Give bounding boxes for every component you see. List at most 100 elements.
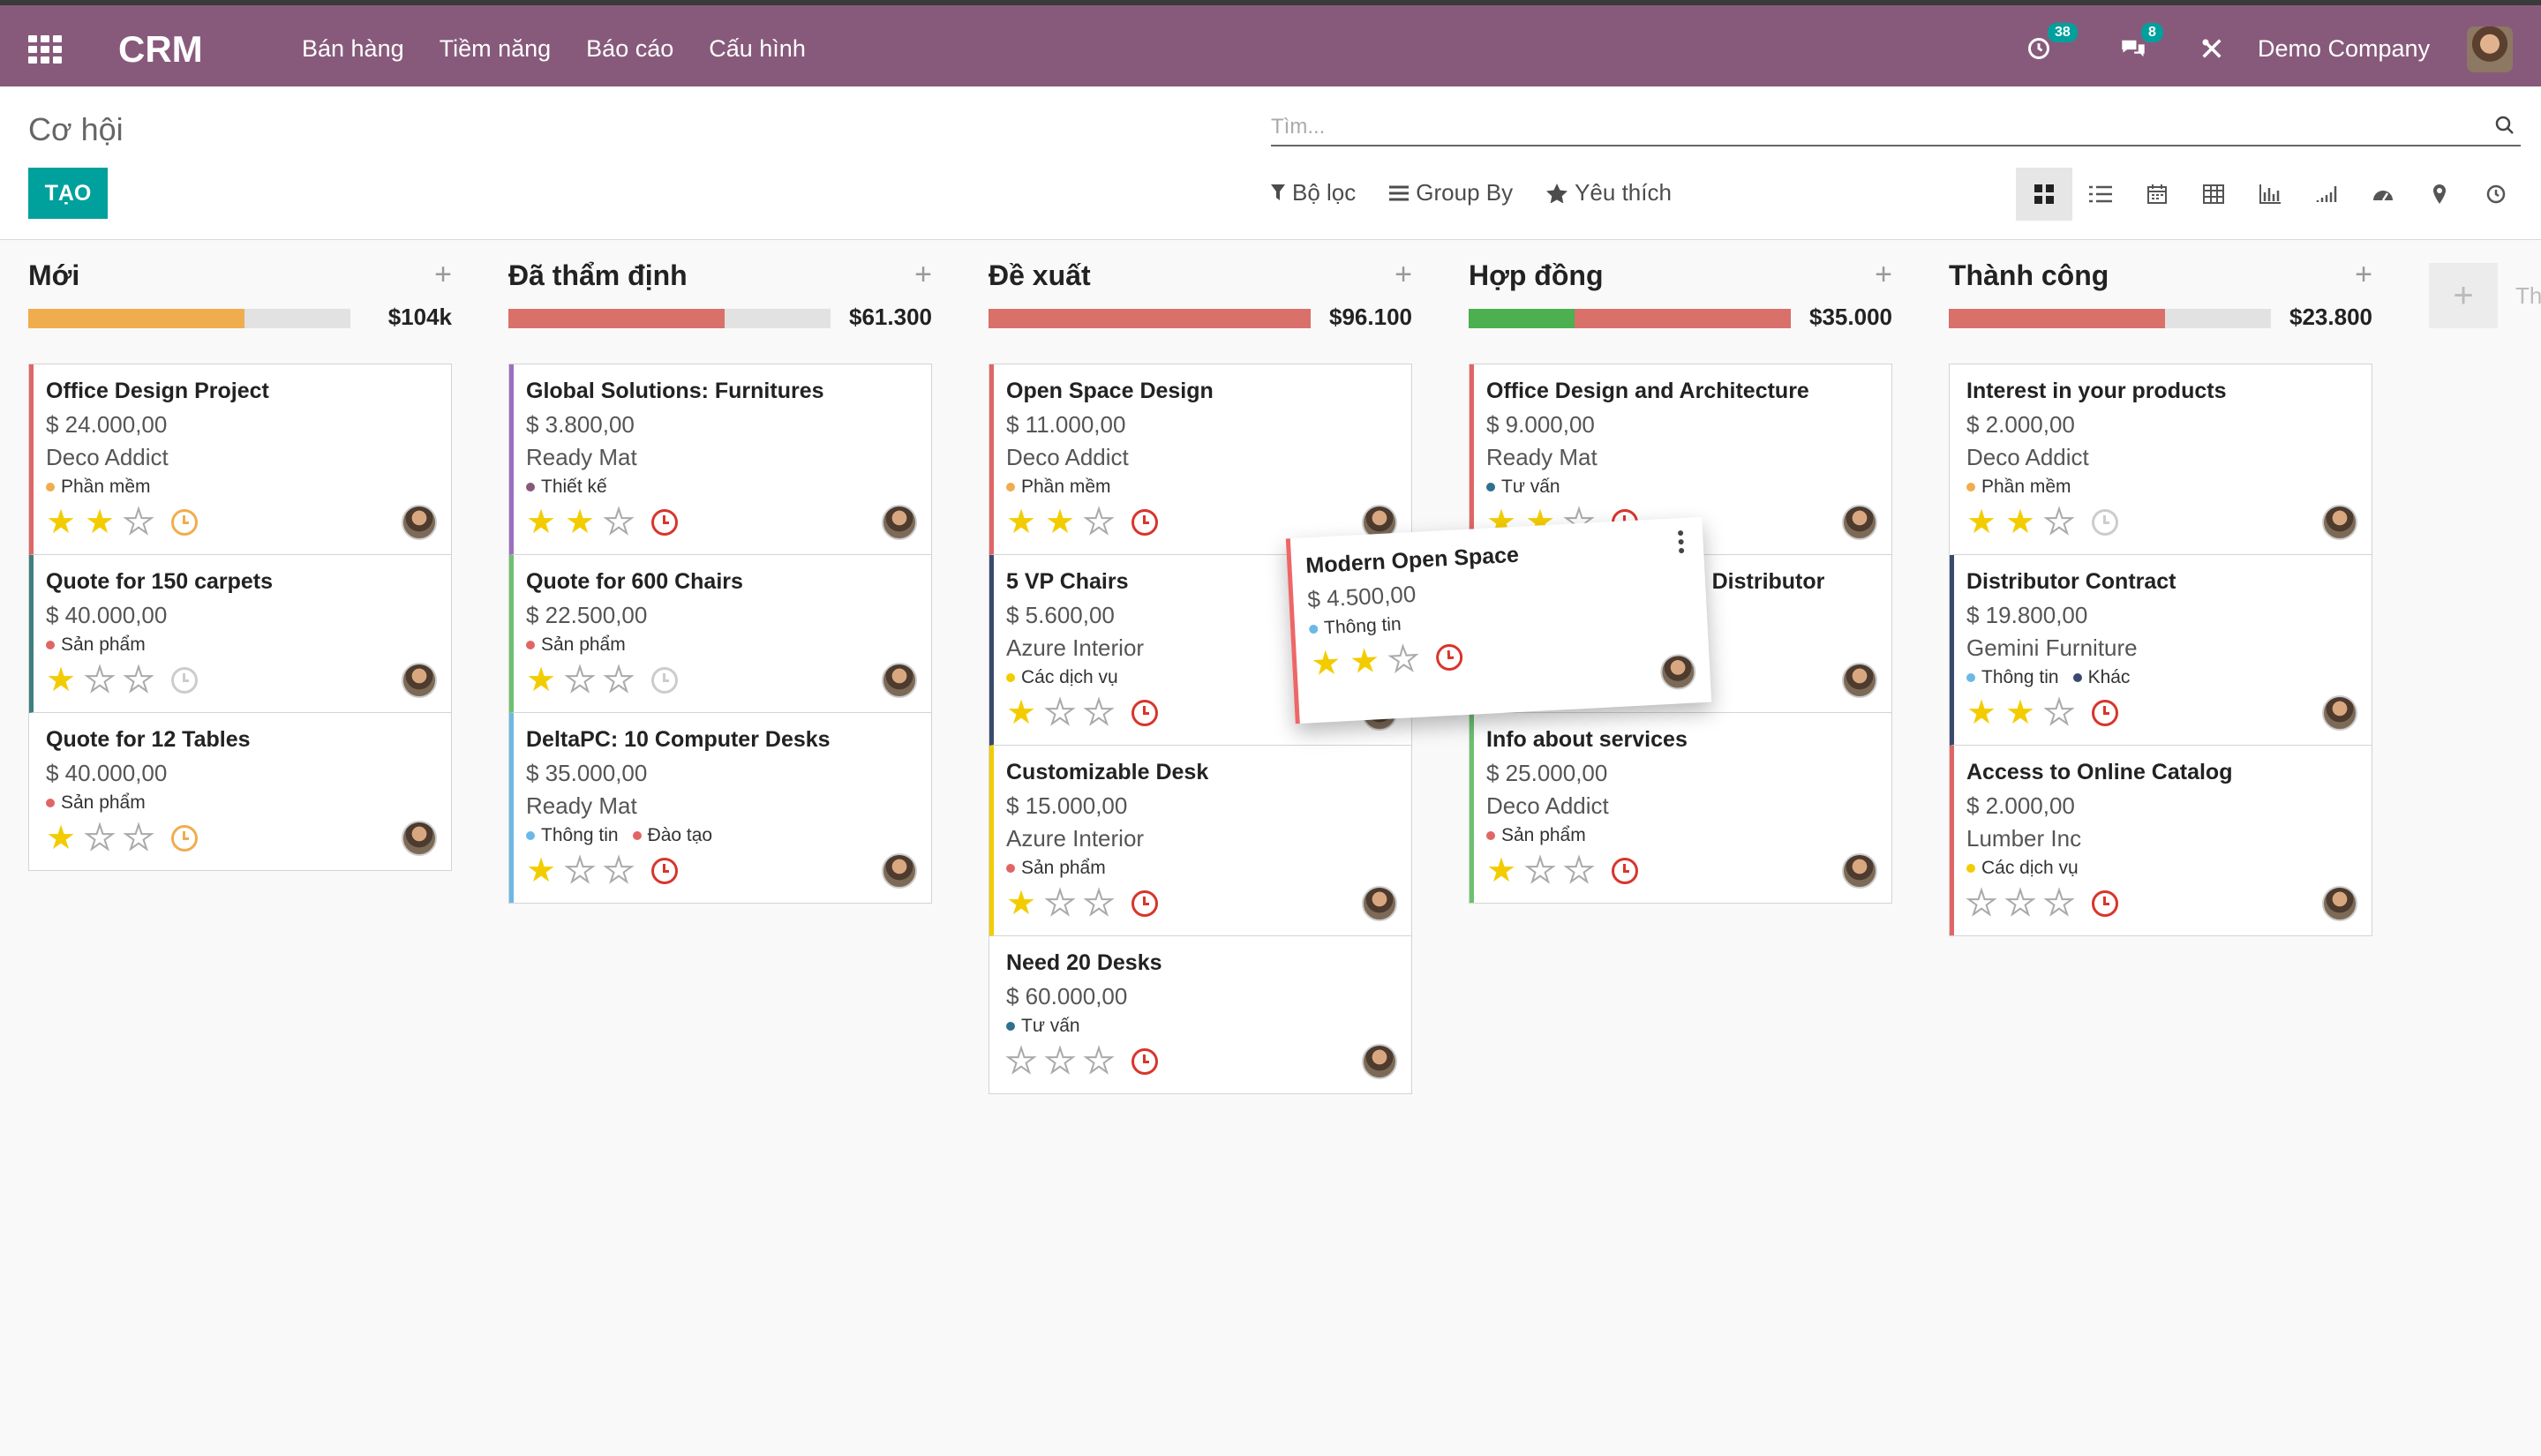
quick-create-plus-icon[interactable]: + — [1875, 258, 1892, 291]
column-progress-bar[interactable] — [28, 309, 350, 328]
opportunity-card[interactable]: Interest in your products $ 2.000,00 Deco … — [1950, 364, 2372, 555]
column-progress-bar[interactable] — [989, 309, 1311, 328]
quick-create-plus-icon[interactable]: + — [914, 258, 932, 291]
priority-star-icon[interactable]: ★ — [84, 662, 116, 699]
progress-segment[interactable] — [1949, 309, 2165, 328]
priority-star-icon[interactable]: ★ — [1006, 504, 1037, 541]
activity-clock-icon[interactable] — [651, 858, 678, 884]
priority-star-icon[interactable]: ★ — [526, 504, 557, 541]
priority-star-icon[interactable]: ★ — [123, 662, 154, 699]
salesperson-avatar[interactable] — [1362, 886, 1397, 921]
dragged-card[interactable]: Modern Open Space $ 4.500,00 Thông tin ★… — [1285, 516, 1712, 724]
opportunity-card[interactable]: Quote for 12 Tables $ 40.000,00 Sản phẩm ★ ★… — [29, 713, 451, 870]
priority-star-icon[interactable]: ★ — [1310, 644, 1342, 684]
quick-create-plus-icon[interactable]: + — [2355, 258, 2372, 291]
messages-systray[interactable]: 8 — [2120, 23, 2173, 69]
kanban-view-button[interactable] — [2016, 168, 2072, 221]
graph-view-button[interactable] — [2242, 168, 2298, 221]
salesperson-avatar[interactable] — [882, 505, 917, 540]
activity-clock-icon[interactable] — [1131, 509, 1158, 536]
menu-item-reports[interactable]: Báo cáo — [586, 35, 674, 62]
column-title[interactable]: Đã thẩm định — [508, 259, 688, 291]
groupby-dropdown[interactable]: Group By — [1389, 179, 1513, 206]
priority-star-icon[interactable]: ★ — [2005, 694, 2036, 732]
salesperson-avatar[interactable] — [2322, 886, 2357, 921]
activity-view-button[interactable] — [2468, 168, 2524, 221]
opportunity-card[interactable]: DeltaPC: 10 Computer Desks $ 35.000,00 Rea… — [509, 713, 931, 903]
search-input[interactable] — [1271, 109, 2521, 145]
priority-star-icon[interactable]: ★ — [526, 852, 557, 889]
map-view-button[interactable] — [2411, 168, 2468, 221]
priority-star-icon[interactable]: ★ — [1083, 504, 1115, 541]
priority-star-icon[interactable]: ★ — [2004, 885, 2036, 922]
activity-clock-icon[interactable] — [2092, 700, 2118, 726]
activity-clock-icon[interactable] — [651, 509, 678, 536]
card-menu-icon[interactable] — [1677, 529, 1686, 554]
salesperson-avatar[interactable] — [2322, 695, 2357, 731]
priority-star-icon[interactable]: ★ — [1966, 885, 1997, 922]
dashboard-view-button[interactable] — [2355, 168, 2411, 221]
priority-star-icon[interactable]: ★ — [84, 820, 116, 857]
activity-clock-icon[interactable] — [171, 667, 198, 694]
priority-star-icon[interactable]: ★ — [1966, 694, 1997, 732]
priority-star-icon[interactable]: ★ — [2043, 504, 2075, 541]
activity-clock-icon[interactable] — [171, 825, 198, 852]
priority-star-icon[interactable]: ★ — [1349, 642, 1381, 681]
salesperson-avatar[interactable] — [402, 663, 437, 698]
menu-item-configuration[interactable]: Cấu hình — [709, 35, 806, 62]
progress-segment[interactable] — [28, 309, 244, 328]
company-switcher[interactable]: Demo Company — [2258, 35, 2431, 62]
activity-clock-icon[interactable] — [1131, 700, 1158, 726]
opportunity-card[interactable]: Customizable Desk $ 15.000,00 Azure Interi… — [989, 746, 1411, 936]
salesperson-avatar[interactable] — [1842, 853, 1877, 889]
opportunity-card[interactable]: Open Space Design $ 11.000,00 Deco Addict P… — [989, 364, 1411, 555]
cohort-view-button[interactable] — [2298, 168, 2355, 221]
progress-segment[interactable] — [1575, 309, 1791, 328]
activity-clock-icon[interactable] — [651, 667, 678, 694]
opportunity-card[interactable]: Quote for 150 carpets $ 40.000,00 Sản phẩm… — [29, 555, 451, 713]
priority-star-icon[interactable]: ★ — [1006, 885, 1037, 922]
column-progress-bar[interactable] — [1949, 309, 2271, 328]
opportunity-card[interactable]: Quote for 600 Chairs $ 22.500,00 Sản phẩm ★… — [509, 555, 931, 713]
add-column-button[interactable]: + — [2429, 263, 2498, 328]
priority-star-icon[interactable]: ★ — [1524, 852, 1556, 889]
opportunity-card[interactable]: Access to Online Catalog $ 2.000,00 Lumber… — [1950, 746, 2372, 935]
activity-clock-icon[interactable] — [1435, 643, 1463, 672]
user-avatar[interactable] — [2467, 26, 2513, 72]
opportunity-card[interactable]: Office Design and Architecture $ 9.000,00… — [1470, 364, 1891, 555]
list-view-button[interactable] — [2072, 168, 2129, 221]
quick-create-plus-icon[interactable]: + — [1395, 258, 1412, 291]
priority-star-icon[interactable]: ★ — [1006, 694, 1037, 732]
priority-star-icon[interactable]: ★ — [1045, 504, 1076, 541]
priority-star-icon[interactable]: ★ — [46, 504, 77, 541]
salesperson-avatar[interactable] — [1362, 1044, 1397, 1079]
column-progress-bar[interactable] — [1469, 309, 1791, 328]
priority-star-icon[interactable]: ★ — [46, 820, 77, 857]
opportunity-card[interactable]: Global Solutions: Furnitures $ 3.800,00 Re… — [509, 364, 931, 555]
menu-item-sales[interactable]: Bán hàng — [302, 35, 404, 62]
salesperson-avatar[interactable] — [1842, 505, 1877, 540]
column-title[interactable]: Mới — [28, 259, 80, 291]
priority-star-icon[interactable]: ★ — [1083, 885, 1115, 922]
priority-star-icon[interactable]: ★ — [1486, 852, 1517, 889]
priority-star-icon[interactable]: ★ — [603, 852, 635, 889]
opportunity-card[interactable]: Need 20 Desks $ 60.000,00 Tư vấn ★ ★ ★ — [989, 936, 1411, 1093]
activity-clock-icon[interactable] — [1612, 858, 1638, 884]
column-title[interactable]: Đề xuất — [989, 259, 1091, 291]
pivot-view-button[interactable] — [2185, 168, 2242, 221]
activity-systray[interactable]: 38 — [2026, 23, 2079, 69]
priority-star-icon[interactable]: ★ — [1966, 504, 1997, 541]
priority-star-icon[interactable]: ★ — [1387, 640, 1420, 680]
progress-segment[interactable] — [1469, 309, 1575, 328]
priority-star-icon[interactable]: ★ — [2043, 885, 2075, 922]
column-title[interactable]: Hợp đồng — [1469, 259, 1604, 291]
search-icon[interactable] — [2494, 115, 2515, 136]
app-menu-grid-icon[interactable] — [28, 35, 62, 64]
priority-star-icon[interactable]: ★ — [603, 662, 635, 699]
priority-star-icon[interactable]: ★ — [1044, 694, 1076, 732]
menu-item-leads[interactable]: Tiềm năng — [439, 35, 552, 62]
favorites-dropdown[interactable]: Yêu thích — [1546, 179, 1672, 206]
opportunity-card[interactable]: Distributor Contract $ 19.800,00 Gemini Fu… — [1950, 555, 2372, 746]
priority-star-icon[interactable]: ★ — [123, 504, 154, 541]
priority-star-icon[interactable]: ★ — [1083, 1043, 1115, 1080]
